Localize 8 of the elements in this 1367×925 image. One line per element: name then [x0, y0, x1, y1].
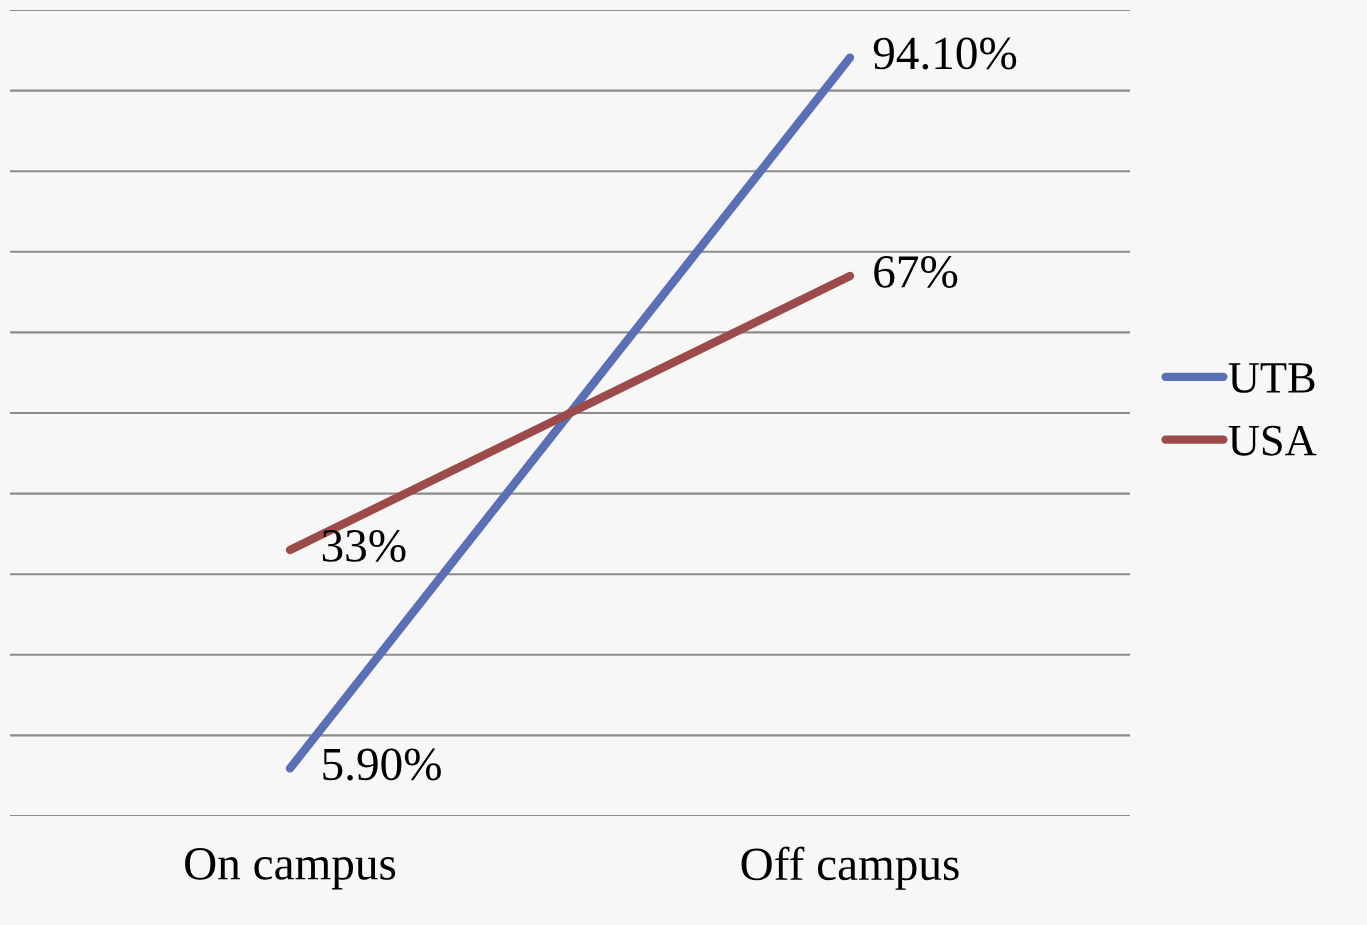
legend-label: UTB — [1228, 363, 1315, 393]
x-tick-label: On campus — [185, 848, 396, 890]
data-label: 5.90% — [323, 748, 441, 781]
data-label: 67% — [874, 255, 958, 288]
x-tick-label: Off campus — [741, 846, 959, 890]
data-label: 33% — [322, 529, 406, 562]
legend-label: USA — [1228, 425, 1317, 456]
data-label: 94.10% — [873, 37, 1017, 70]
